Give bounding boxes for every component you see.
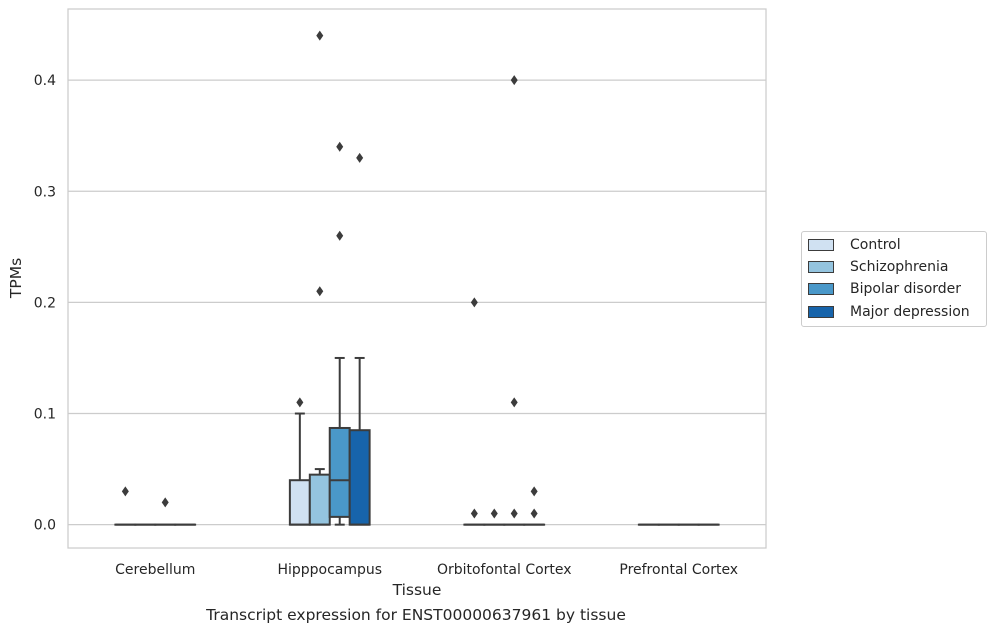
chart-caption: Transcript expression for ENST0000063796… [206,606,626,624]
outlier-point [316,30,324,41]
legend: Control Schizophrenia Bipolar disorder M… [801,231,987,327]
outlier-point [490,508,498,519]
box [503,75,526,526]
legend-item-control: Control [808,235,901,255]
box-body [308,473,331,526]
legend-item-schizophrenia: Schizophrenia [808,257,948,277]
legend-item-bipolar-disorder: Bipolar disorder [808,279,961,299]
legend-swatch-bipolar-disorder [808,283,834,295]
outlier-point [296,397,304,408]
legend-swatch-control [808,239,834,251]
outlier-point [470,508,478,519]
outlier-point [470,297,478,308]
box [523,486,546,526]
x-tick-label: Cerebellum [115,562,195,578]
outlier-point [530,508,538,519]
legend-swatch-major-depression [808,306,834,318]
gridlines [68,79,766,526]
outlier-point [121,486,129,497]
outlier-point [510,397,518,408]
outlier-point [336,230,344,241]
box [308,30,331,526]
legend-label: Major depression [850,304,970,320]
box [288,397,311,526]
x-axis-label: Tissue [392,581,442,599]
box-body [348,429,371,526]
box [328,141,351,526]
boxes [114,30,720,526]
y-tick-label: 0.1 [34,407,56,423]
x-tick-label: Orbitofontal Cortex [437,562,572,578]
outlier-point [316,286,324,297]
legend-label: Schizophrenia [850,259,949,275]
legend-label: Bipolar disorder [850,281,962,297]
y-axis-label: TPMs [7,258,25,299]
outlier-point [336,141,344,152]
outlier-point [510,75,518,86]
y-tick-label: 0.4 [34,73,56,89]
y-tick-label: 0.2 [34,295,56,311]
box [463,297,486,526]
outlier-point [356,152,364,163]
box [154,497,177,526]
box [483,508,506,526]
x-tick-label: Prefrontal Cortex [619,562,738,578]
legend-label: Control [850,237,901,253]
x-tick-label: Hipppocampus [277,562,382,578]
x-tick-labels: Cerebellum Hipppocampus Orbitofontal Corte… [115,562,738,578]
y-tick-labels: 0.0 0.1 0.2 0.3 0.4 [34,73,56,534]
box-body [328,426,351,518]
box [114,486,137,526]
legend-item-major-depression: Major depression [808,302,970,322]
legend-swatch-schizophrenia [808,261,834,273]
box-body [288,479,311,526]
outlier-point [161,497,169,508]
box [348,152,371,526]
outlier-point [530,486,538,497]
plot-frame [67,8,767,549]
outlier-point [510,508,518,519]
y-tick-label: 0.3 [34,184,56,200]
y-tick-label: 0.0 [34,518,56,534]
